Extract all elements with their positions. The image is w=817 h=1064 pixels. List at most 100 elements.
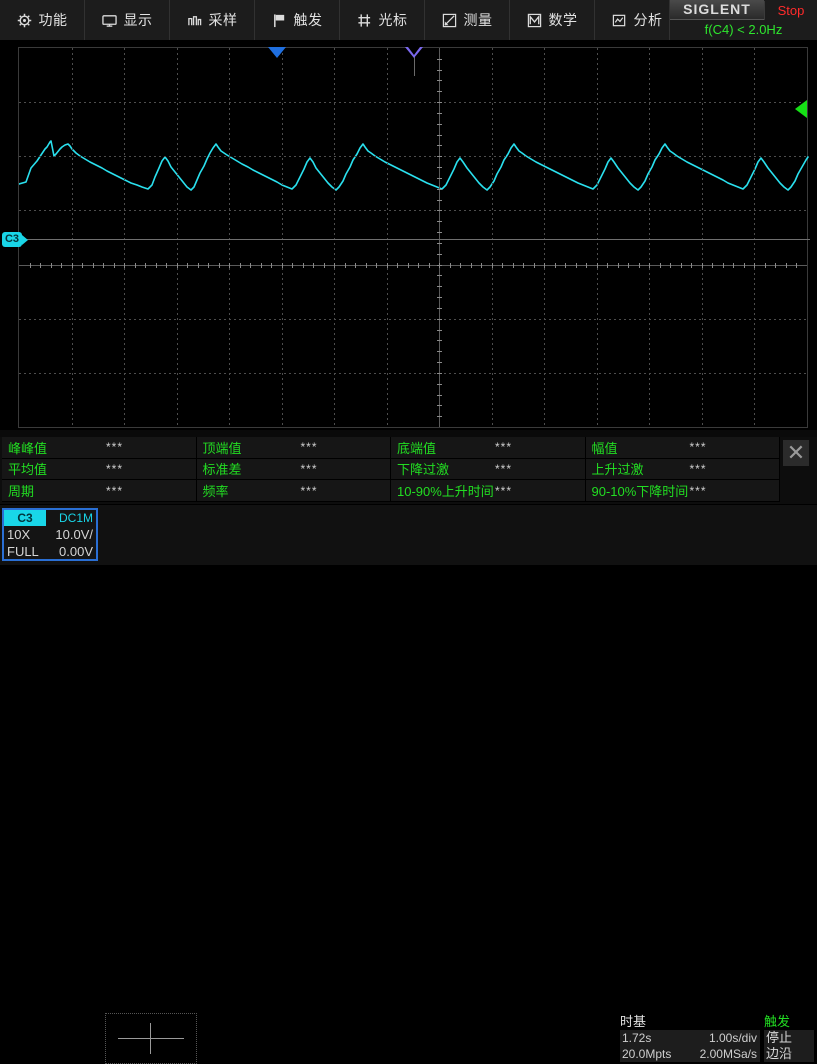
measurement-value: *** bbox=[300, 461, 318, 476]
grid-tick bbox=[82, 263, 83, 268]
grid-tick bbox=[282, 263, 283, 268]
monitor-icon bbox=[101, 13, 117, 28]
grid-tick bbox=[437, 373, 442, 374]
close-icon[interactable]: ✕ bbox=[783, 440, 809, 466]
grid-tick bbox=[397, 263, 398, 268]
measurement-value: *** bbox=[689, 483, 707, 498]
grid-tick bbox=[492, 263, 493, 268]
measurement-table: 峰峰值 *** 顶端值 *** 底端值 *** 幅值 *** 平均值 *** 标准差 *** 下降过激 *… bbox=[2, 437, 780, 502]
measurement-cell[interactable]: 90-10%下降时间 *** bbox=[585, 480, 780, 502]
menu-label-math: 数学 bbox=[548, 12, 578, 28]
channel-scale-label: 10.0V/ bbox=[55, 527, 93, 542]
menu-item-trigger[interactable]: 触发 bbox=[255, 0, 340, 40]
measurement-cell[interactable]: 上升过激 *** bbox=[585, 458, 780, 481]
run-state-badge[interactable]: Stop bbox=[764, 0, 817, 20]
grid-tick bbox=[124, 263, 125, 268]
menu-item-math[interactable]: 数学 bbox=[510, 0, 595, 40]
measurement-value: *** bbox=[495, 440, 513, 455]
grid-hline bbox=[19, 319, 807, 320]
trigger-level-marker[interactable] bbox=[795, 100, 807, 118]
grid-tick bbox=[156, 263, 157, 268]
grid-hline bbox=[19, 102, 807, 103]
grid-tick bbox=[437, 145, 442, 146]
menu-item-function[interactable]: 功能 bbox=[0, 0, 85, 40]
graticule[interactable] bbox=[18, 47, 809, 428]
measurement-cell[interactable]: 10-90%上升时间 *** bbox=[391, 480, 586, 502]
grid-tick bbox=[471, 263, 472, 268]
menu-item-analysis[interactable]: 分析 bbox=[595, 0, 680, 40]
grid-tick bbox=[324, 263, 325, 268]
measurement-cell[interactable]: 平均值 *** bbox=[2, 458, 197, 481]
measurement-cell[interactable]: 周期 *** bbox=[2, 480, 197, 502]
grid-tick bbox=[437, 91, 442, 92]
menu-item-cursor[interactable]: 光标 bbox=[340, 0, 425, 40]
grid-tick bbox=[376, 263, 377, 268]
trigger-block[interactable]: 触发 停止 边沿 bbox=[764, 1013, 816, 1063]
measurement-cell[interactable]: 顶端值 *** bbox=[196, 437, 391, 459]
measurement-label: 下降过激 bbox=[397, 462, 450, 478]
cursor-icon bbox=[357, 13, 372, 28]
channel-badge-c3[interactable]: C3 DC1M 10X 10.0V/ FULL 0.00V bbox=[2, 508, 98, 561]
measurement-value: *** bbox=[106, 461, 124, 476]
menu-label-analysis: 分析 bbox=[633, 12, 663, 28]
grid-tick bbox=[208, 263, 209, 268]
channel-probe-label: 10X bbox=[7, 527, 31, 542]
grid-tick bbox=[261, 263, 262, 268]
grid-hline bbox=[19, 373, 807, 374]
grid-tick bbox=[437, 275, 442, 276]
measurement-cell[interactable]: 频率 *** bbox=[196, 480, 391, 502]
measurement-value: *** bbox=[106, 440, 124, 455]
grid-tick bbox=[765, 263, 766, 268]
measurement-label: 幅值 bbox=[591, 440, 618, 456]
measurement-cell[interactable]: 标准差 *** bbox=[196, 458, 391, 481]
grid-tick bbox=[437, 59, 442, 60]
grid-tick bbox=[366, 263, 367, 268]
grid-tick bbox=[481, 263, 482, 268]
grid-tick bbox=[437, 254, 442, 255]
measurement-value: *** bbox=[300, 440, 318, 455]
timebase-block[interactable]: 时基 1.72s 1.00s/div 20.0Mpts 2.00MSa/s bbox=[620, 1013, 760, 1063]
grid-tick bbox=[437, 243, 442, 244]
timebase-sample-rate: 2.00MSa/s bbox=[699, 1047, 757, 1061]
grid-tick bbox=[597, 263, 598, 268]
math-icon bbox=[527, 13, 542, 28]
grid-tick bbox=[303, 263, 304, 268]
ground-reference-line bbox=[26, 239, 810, 240]
grid-tick bbox=[796, 263, 797, 268]
grid-tick bbox=[437, 113, 442, 114]
grid-tick bbox=[437, 416, 442, 417]
grid-tick bbox=[250, 263, 251, 268]
measurement-cell[interactable]: 下降过激 *** bbox=[391, 458, 586, 481]
sampling-icon bbox=[187, 13, 202, 28]
menu-item-measure[interactable]: 测量 bbox=[425, 0, 510, 40]
measurement-cell[interactable]: 底端值 *** bbox=[391, 437, 586, 459]
grid-tick bbox=[437, 319, 442, 320]
grid-tick bbox=[437, 200, 442, 201]
trigger-delay-marker[interactable] bbox=[405, 47, 423, 58]
grid-vline bbox=[754, 48, 755, 427]
channel-ground-marker[interactable]: C3 bbox=[2, 232, 28, 247]
grid-tick bbox=[513, 263, 514, 268]
measurement-cell[interactable]: 峰峰值 *** bbox=[2, 437, 197, 459]
timebase-scale: 1.00s/div bbox=[708, 1031, 757, 1045]
grid-vline bbox=[439, 48, 440, 427]
grid-tick bbox=[313, 263, 314, 268]
measurement-value: *** bbox=[300, 483, 318, 498]
grid-tick bbox=[586, 263, 587, 268]
measure-icon bbox=[442, 13, 457, 28]
grid-hline bbox=[19, 156, 807, 157]
grid-vline bbox=[334, 48, 335, 427]
grid-tick bbox=[61, 263, 62, 268]
measurement-value: *** bbox=[689, 461, 707, 476]
reference-position-marker[interactable] bbox=[268, 47, 286, 58]
cursor-preview-box[interactable] bbox=[105, 1013, 197, 1064]
menu-item-sampling[interactable]: 采样 bbox=[170, 0, 255, 40]
grid-tick bbox=[219, 263, 220, 268]
menu-item-display[interactable]: 显示 bbox=[85, 0, 170, 40]
grid-tick bbox=[618, 263, 619, 268]
measurement-cell[interactable]: 幅值 *** bbox=[585, 437, 780, 459]
grid-vline bbox=[597, 48, 598, 427]
grid-tick bbox=[408, 263, 409, 268]
waveform-area[interactable]: C3 bbox=[0, 40, 817, 430]
grid-tick bbox=[523, 263, 524, 268]
